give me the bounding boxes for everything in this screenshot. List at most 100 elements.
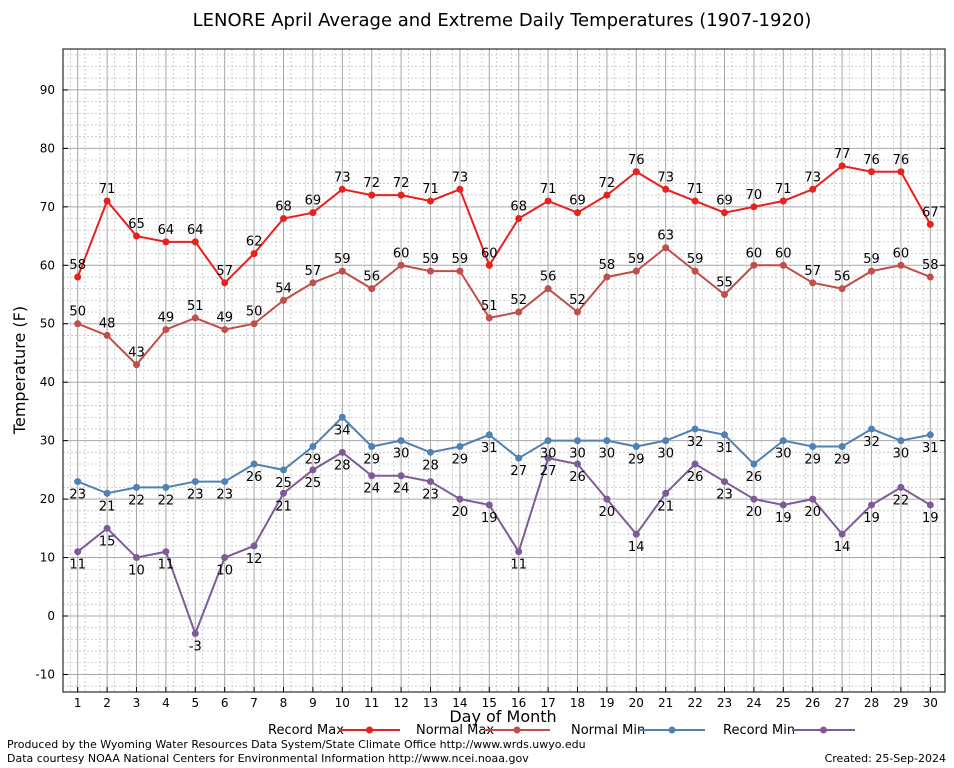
normal-min-point [427, 448, 434, 456]
record-max-data-label: 73 [452, 170, 469, 185]
normal-max-point [485, 314, 493, 322]
x-tick-label: 6 [221, 696, 229, 710]
normal-min-point [456, 442, 464, 450]
normal-max-data-label: 56 [834, 270, 851, 285]
x-tick-label: 9 [309, 696, 317, 710]
record-min-data-label: -3 [189, 640, 202, 655]
normal-min-point [691, 425, 699, 433]
normal-max-data-label: 50 [69, 305, 86, 320]
record-min-data-label: 11 [158, 558, 175, 573]
legend-label: Record Min [723, 723, 795, 738]
record-min-point [603, 495, 611, 503]
x-tick-label: 3 [133, 696, 141, 710]
normal-min-point [103, 489, 111, 497]
legend-item-normal-min: Normal Min [571, 723, 705, 738]
record-min-data-label: 27 [540, 464, 557, 479]
normal-max-point [779, 261, 787, 269]
record-min-data-label: 22 [893, 493, 910, 508]
normal-min-data-label: 29 [305, 452, 322, 467]
x-tick-label: 28 [864, 696, 879, 710]
record-max-data-label: 68 [275, 200, 292, 215]
record-max-point [191, 238, 199, 246]
record-max-point [338, 185, 346, 193]
record-max-point [603, 191, 611, 199]
normal-max-point [133, 361, 140, 369]
record-max-data-label: 67 [922, 205, 939, 220]
normal-min-point [779, 437, 787, 445]
x-tick-label: 14 [452, 696, 467, 710]
record-max-point [221, 279, 229, 287]
x-tick-label: 11 [364, 696, 379, 710]
record-min-point [691, 460, 699, 468]
normal-max-data-label: 58 [599, 258, 616, 273]
record-min-data-label: 20 [804, 505, 821, 520]
y-tick-label: 10 [40, 551, 55, 565]
x-tick-label: 15 [482, 696, 497, 710]
normal-min-data-label: 29 [628, 452, 645, 467]
normal-min-line [77, 415, 931, 495]
normal-min-point [809, 442, 817, 450]
record-min-point [427, 478, 434, 486]
record-max-point [721, 209, 728, 217]
record-max-point [133, 232, 140, 240]
legend-item-record-max: Record Max [268, 723, 400, 738]
normal-max-point [632, 267, 640, 275]
record-max-point [485, 261, 493, 269]
record-min-data-label: 19 [922, 511, 939, 526]
record-min-point [544, 454, 552, 462]
record-max-data-label: 76 [893, 153, 910, 168]
normal-min-data-label: 27 [510, 464, 527, 479]
normal-min-point [368, 442, 376, 450]
x-tick-label: 29 [893, 696, 908, 710]
record-max-data-label: 72 [393, 176, 410, 191]
record-max-point [632, 168, 640, 176]
normal-min-point [897, 437, 905, 445]
normal-max-point [368, 285, 376, 293]
record-min-data-label: 19 [775, 511, 792, 526]
normal-max-point [897, 261, 905, 269]
y-tick-label: 0 [47, 609, 55, 623]
normal-max-data-label: 52 [569, 293, 586, 308]
record-max-data-label: 58 [69, 258, 86, 273]
footer-produced-by: Produced by the Wyoming Water Resources … [7, 738, 586, 751]
normal-max-data-label: 51 [481, 299, 498, 314]
normal-max-point [926, 273, 934, 281]
record-min-point [721, 478, 728, 486]
record-max-point [897, 168, 905, 176]
x-axis-ticks: 1 2 3 4 5 6 7 8 9 10 11 12 13 14 15 16 17 18 19 20 21 22 23 24 2… [74, 687, 938, 710]
x-tick-label: 26 [805, 696, 820, 710]
normal-max-data-label: 60 [775, 246, 792, 261]
record-min-data-label: 14 [834, 540, 851, 555]
footer-created-date: Created: 25-Sep-2024 [825, 752, 946, 765]
normal-min-point [868, 425, 875, 433]
record-max-point [74, 273, 82, 281]
record-min-point [574, 460, 581, 468]
normal-min-point [603, 437, 611, 445]
record-min-point [897, 483, 905, 491]
x-tick-label: 1 [74, 696, 82, 710]
normal-max-point [103, 331, 111, 339]
x-tick-label: 17 [540, 696, 555, 710]
x-tick-label: 20 [629, 696, 644, 710]
record-min-data-label: 24 [393, 482, 410, 497]
y-tick-label: 40 [40, 375, 55, 389]
record-min-data-label: 20 [452, 505, 469, 520]
record-max-data-label: 71 [99, 182, 116, 197]
y-tick-label: 80 [40, 141, 55, 155]
record-max-point [750, 203, 758, 211]
x-tick-label: 4 [162, 696, 170, 710]
record-min-data-label: 19 [481, 511, 498, 526]
normal-min-point [74, 478, 82, 486]
record-max-point [103, 197, 111, 205]
normal-min-data-label: 32 [687, 435, 704, 450]
record-max-data-label: 69 [569, 194, 586, 209]
normal-max-point [721, 291, 728, 299]
normal-min-point [162, 483, 170, 491]
record-max-data-label: 76 [628, 153, 645, 168]
record-max-point [162, 238, 170, 246]
record-max-data-label: 64 [187, 223, 204, 238]
normal-max-point [250, 320, 258, 328]
record-max-point [574, 209, 581, 217]
x-tick-label: 2 [103, 696, 111, 710]
record-max-data-label: 60 [481, 246, 498, 261]
